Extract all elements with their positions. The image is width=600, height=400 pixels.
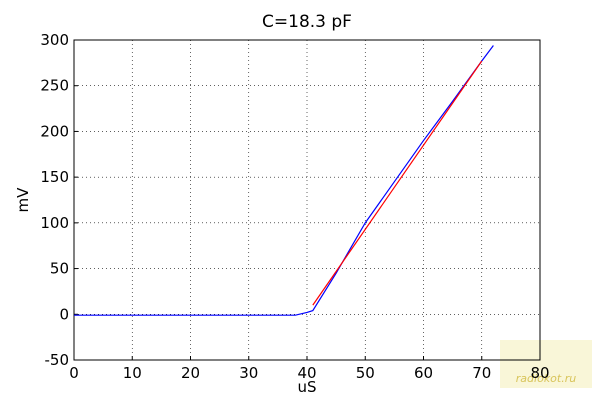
x-tick-label: 50 xyxy=(356,364,375,382)
chart-title: C=18.3 pF xyxy=(262,12,352,32)
data-line xyxy=(312,60,483,306)
watermark-bg xyxy=(500,340,592,388)
x-axis-label: uS xyxy=(297,378,316,396)
plot-frame xyxy=(73,39,541,361)
x-tick-label: 60 xyxy=(414,364,433,382)
y-tick-label: 50 xyxy=(50,260,69,278)
y-tick-label: 100 xyxy=(40,214,69,232)
y-tick-label: 150 xyxy=(40,168,69,186)
x-tick-label: 70 xyxy=(472,364,491,382)
x-tick-label: 0 xyxy=(69,364,79,382)
y-tick-label: 300 xyxy=(40,31,69,49)
y-axis-label: mV xyxy=(14,187,32,213)
x-tick-label: 80 xyxy=(530,364,549,382)
x-tick-label: 30 xyxy=(239,364,258,382)
y-tick-label: 200 xyxy=(40,122,69,140)
y-tick-label: -50 xyxy=(45,351,70,369)
watermark: radiokot.ru xyxy=(516,372,576,385)
y-tick-label: 250 xyxy=(40,77,69,95)
x-tick-label: 20 xyxy=(181,364,200,382)
y-tick-label: 0 xyxy=(59,305,69,323)
x-tick-label: 10 xyxy=(123,364,142,382)
x-tick-label: 40 xyxy=(297,364,316,382)
data-line xyxy=(74,45,494,316)
